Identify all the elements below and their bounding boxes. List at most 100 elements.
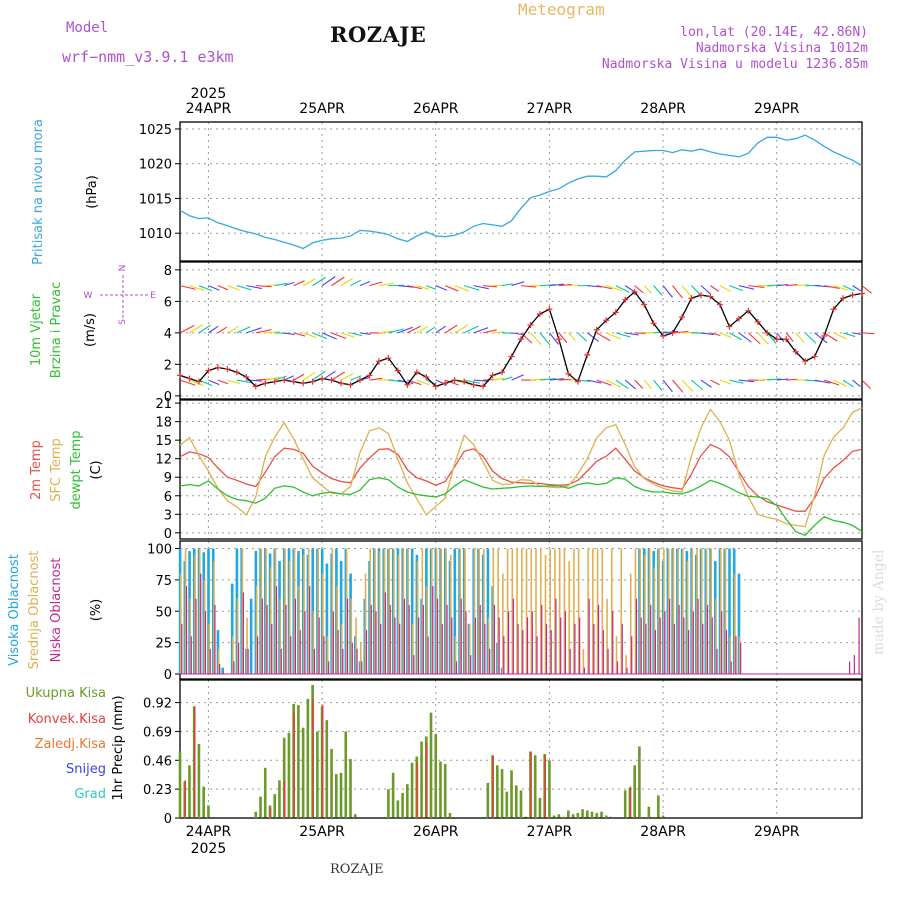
cloud-bar-1	[184, 548, 187, 674]
cloud-bar-2	[408, 604, 410, 674]
cloud-bar-1	[696, 548, 698, 674]
cloud-bar-2	[853, 655, 855, 674]
cloud-bar-2	[233, 661, 235, 674]
cloud-bar-2	[489, 648, 491, 674]
wind-speed-marker	[385, 355, 392, 362]
wind-arrow	[615, 379, 629, 390]
time-label-top: 25APR	[299, 101, 345, 117]
wind-speed-marker	[527, 321, 534, 328]
wind-speed-marker	[328, 377, 335, 384]
cloud-bar-2	[304, 611, 306, 674]
cloud-bar-1	[644, 554, 646, 674]
wind-arrow	[786, 378, 798, 381]
precip-bar-0	[576, 812, 580, 818]
compass-west: W	[84, 291, 93, 301]
wind-arrow	[700, 332, 714, 336]
y-tick-label: 1025	[139, 123, 172, 138]
cloud-bar-2	[640, 617, 642, 674]
cloud-bar-1	[729, 636, 731, 674]
model-value: wrf−nmm_v3.9.1 e3km	[62, 48, 234, 66]
precip-bar-0	[344, 731, 348, 818]
precip-bar-0	[657, 795, 660, 818]
compass-rose	[100, 275, 148, 318]
wind-arrow	[302, 332, 317, 339]
wind-speed-marker	[726, 323, 733, 330]
wind-unit: (m/s)	[83, 313, 98, 347]
precip-bar-0	[325, 720, 329, 818]
wind-arrow	[852, 332, 863, 336]
wind-speed-marker	[688, 295, 695, 302]
cloud-bar-2	[190, 636, 192, 674]
wind-arrow	[369, 377, 383, 381]
cloud-bar-1	[345, 548, 348, 674]
temperature-line-0	[179, 443, 863, 512]
cloud-bar-0	[728, 548, 731, 674]
wind-arrow	[719, 379, 732, 385]
cloud-bar-2	[683, 617, 685, 674]
cloud-bar-2	[370, 604, 372, 674]
cloud-bar-2	[256, 636, 259, 674]
cloud-bar-2	[413, 655, 415, 674]
cloud-bar-1	[303, 554, 305, 674]
precip-legend-0: Ukupna Kisa	[26, 686, 106, 701]
wind-arrow	[302, 372, 316, 381]
wind-speed-marker	[423, 373, 430, 380]
cloud-mid-label: Srednja Oblacnost	[27, 551, 42, 670]
wind-arrow	[672, 379, 684, 393]
wind-arrow	[350, 279, 362, 287]
cloud-bar-1	[355, 617, 357, 674]
wind-arrow	[369, 281, 383, 287]
wind-speed-marker	[536, 310, 543, 317]
wind-arrow	[653, 285, 663, 297]
cloud-bar-2	[503, 636, 505, 674]
wind-arrow	[511, 374, 524, 381]
wind-speed-marker	[356, 377, 363, 384]
wind-arrow	[852, 285, 862, 292]
cloud-bar-1	[421, 548, 424, 674]
precip-legend-2: Zaledj.Kisa	[35, 737, 106, 752]
cloud-bar-2	[214, 604, 216, 674]
wind-arrow	[189, 324, 203, 334]
wind-speed-marker	[338, 380, 345, 387]
precip-bar-1	[321, 705, 324, 818]
wind-arrow	[445, 285, 459, 292]
cloud-bar-2	[735, 636, 737, 674]
cloud-bar-1	[198, 548, 201, 674]
cloud-bar-2	[650, 604, 652, 674]
cloud-bar-2	[275, 586, 278, 674]
wind-arrow	[425, 326, 436, 334]
wind-arrow	[549, 378, 565, 381]
cloud-bar-1	[241, 548, 244, 674]
cloud-bar-0	[486, 548, 490, 674]
wind-arrow	[388, 379, 405, 383]
wind-arrow	[407, 325, 421, 334]
cloud-bar-2	[654, 630, 657, 674]
cloud-bar-1	[544, 554, 547, 674]
cloud-bar-2	[687, 630, 690, 674]
time-label-top: 27APR	[527, 101, 573, 117]
cloud-bar-1	[426, 586, 428, 674]
wind-arrow	[378, 282, 394, 287]
cloud-bar-2	[597, 604, 600, 674]
wind-speed-marker	[394, 367, 401, 374]
precip-bar-0	[282, 737, 286, 818]
cloud-bar-2	[507, 611, 510, 674]
cloud-bar-2	[616, 661, 619, 674]
y-tick-label: 0.23	[143, 783, 172, 798]
cloud-bar-1	[554, 548, 556, 674]
wind-speed-marker	[309, 378, 316, 385]
cloud-bar-1	[459, 548, 462, 674]
wind-arrow	[217, 326, 228, 334]
wind-arrow	[302, 278, 316, 287]
cloud-bar-2	[271, 623, 273, 674]
wind-arrow	[435, 325, 446, 334]
precip-bar-0	[406, 784, 409, 818]
precip-bar-0	[306, 698, 310, 818]
wind-speed-marker	[641, 301, 648, 308]
wind-arrow	[464, 379, 480, 384]
wind-speed-marker	[205, 367, 212, 374]
wind-arrow	[738, 379, 755, 383]
wind-speed-marker	[271, 378, 278, 385]
wind-speed-marker	[697, 292, 704, 299]
wind-arrow	[776, 284, 789, 287]
